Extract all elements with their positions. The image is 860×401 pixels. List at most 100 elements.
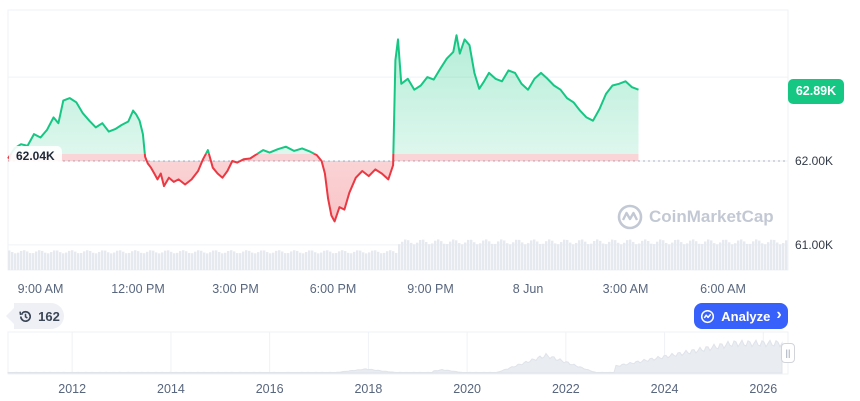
volume-bar <box>569 242 572 270</box>
analyze-button[interactable]: Analyze › <box>694 303 788 329</box>
watermark-text: CoinMarketCap <box>649 207 774 226</box>
volume-bar <box>653 244 656 270</box>
volume-bar <box>479 243 482 270</box>
volume-bar <box>560 242 563 270</box>
volume-bar <box>215 250 218 270</box>
volume-bar <box>659 239 662 270</box>
volume-bar <box>518 239 521 270</box>
volume-bar <box>365 253 368 270</box>
volume-bar <box>449 241 452 270</box>
x-tick-label: 3:00 PM <box>212 282 259 296</box>
volume-bar <box>407 240 410 270</box>
volume-bar <box>500 239 503 270</box>
volume-bar <box>572 244 575 270</box>
volume-bar <box>146 251 149 270</box>
volume-bar <box>101 250 104 270</box>
volume-bar <box>521 242 524 270</box>
volume-bar <box>542 243 545 270</box>
volume-bar <box>158 253 161 270</box>
volume-bar <box>263 250 266 270</box>
volume-bar <box>629 239 632 270</box>
volume-bar <box>728 242 731 270</box>
history-navigator[interactable] <box>7 331 789 375</box>
volume-bar <box>419 240 422 270</box>
history-count-chip[interactable]: 162 <box>6 303 64 329</box>
volume-bar <box>308 250 311 270</box>
volume-bar <box>170 251 173 270</box>
volume-bar <box>371 250 374 270</box>
volume-bar <box>545 241 548 270</box>
volume-bar <box>701 243 704 270</box>
volume-bar <box>644 239 647 270</box>
volume-bar <box>149 250 152 270</box>
volume-bar <box>374 250 377 270</box>
volume-bar <box>74 251 77 270</box>
volume-bar <box>383 252 386 270</box>
volume-bar <box>758 240 761 270</box>
analyze-label: Analyze <box>721 308 771 324</box>
history-x-tick-label: 2022 <box>552 382 580 396</box>
volume-bar <box>26 251 29 270</box>
volume-bar <box>557 244 560 270</box>
volume-bar <box>458 243 461 270</box>
volume-bar <box>506 243 509 270</box>
volume-bar <box>776 242 779 270</box>
volume-bar <box>491 243 494 270</box>
x-tick-label: 9:00 AM <box>18 282 64 296</box>
volume-bar <box>581 239 584 270</box>
volume-bar <box>167 250 170 270</box>
volume-bar <box>332 253 335 270</box>
volume-bar <box>764 244 767 270</box>
volume-bar <box>533 239 536 270</box>
volume-bar <box>749 243 752 270</box>
volume-bar <box>326 250 329 270</box>
current-price-badge: 62.89K <box>788 79 844 104</box>
volume-bar <box>614 240 617 270</box>
volume-bar <box>50 252 53 270</box>
volume-bar <box>464 242 467 270</box>
volume-bar <box>44 252 47 270</box>
volume-bar <box>446 244 449 270</box>
volume-bar <box>590 243 593 270</box>
volume-bar <box>530 240 533 270</box>
volume-bar <box>107 252 110 270</box>
volume-bar <box>554 243 557 270</box>
volume-bar <box>278 250 281 270</box>
volume-bar <box>404 239 407 270</box>
volume-bar <box>65 252 68 270</box>
y-tick-label: 61.00K <box>795 238 833 252</box>
volume-bar <box>488 241 491 270</box>
volume-bar <box>392 251 395 270</box>
volume-bar <box>425 242 428 270</box>
volume-bar <box>635 244 638 270</box>
volume-bar <box>137 251 140 270</box>
volume-bar <box>686 243 689 270</box>
volume-bar <box>584 241 587 270</box>
volume-bar <box>113 252 116 270</box>
history-x-axis: 2012 2014 2016 2018 2020 2022 2024 2026 <box>58 382 777 396</box>
volume-bar <box>8 250 11 270</box>
volume-bar <box>356 250 359 270</box>
volume-bar <box>716 244 719 270</box>
history-silhouette <box>7 339 783 374</box>
volume-bar <box>119 250 122 270</box>
volume-bar <box>311 250 314 270</box>
volume-bar <box>389 250 392 270</box>
volume-bar <box>272 252 275 270</box>
volume-bar <box>266 252 269 270</box>
volume-bar <box>299 252 302 270</box>
history-count: 162 <box>38 308 60 324</box>
volume-bar <box>647 241 650 270</box>
volume-bar <box>236 253 239 270</box>
volume-bar <box>737 240 740 270</box>
range-drag-handle[interactable]: || <box>781 343 795 363</box>
volume-bar <box>254 253 257 270</box>
volume-bar <box>434 240 437 270</box>
volume-bar <box>680 242 683 270</box>
volume-bar <box>677 239 680 270</box>
volume-bar <box>35 251 38 270</box>
volume-bar <box>320 252 323 270</box>
volume-bar <box>539 243 542 270</box>
volume-bar <box>632 241 635 270</box>
volume-bar <box>767 242 770 270</box>
